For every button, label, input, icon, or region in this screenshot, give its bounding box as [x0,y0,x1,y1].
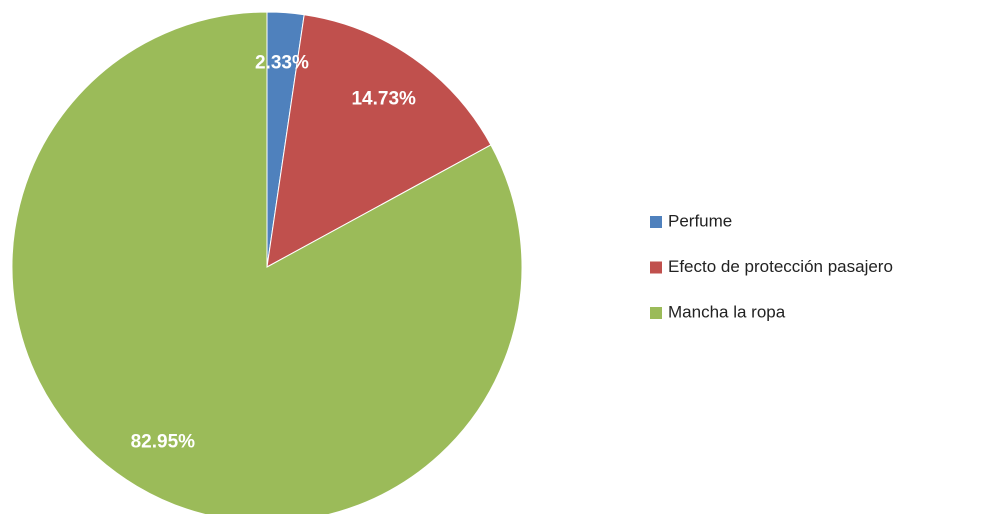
legend-swatch [650,307,662,319]
legend-label: Perfume [668,211,732,230]
legend-swatch [650,261,662,274]
legend-label: Efecto de protección pasajero [668,257,893,276]
legend-swatch [650,216,662,228]
pie-slice [266,14,492,268]
pie-slice [11,11,523,514]
data-label: 2.33% [255,53,309,74]
data-label: 14.73% [351,89,416,110]
data-label: 82.95% [131,431,196,452]
legend-label: Mancha la ropa [668,302,786,321]
